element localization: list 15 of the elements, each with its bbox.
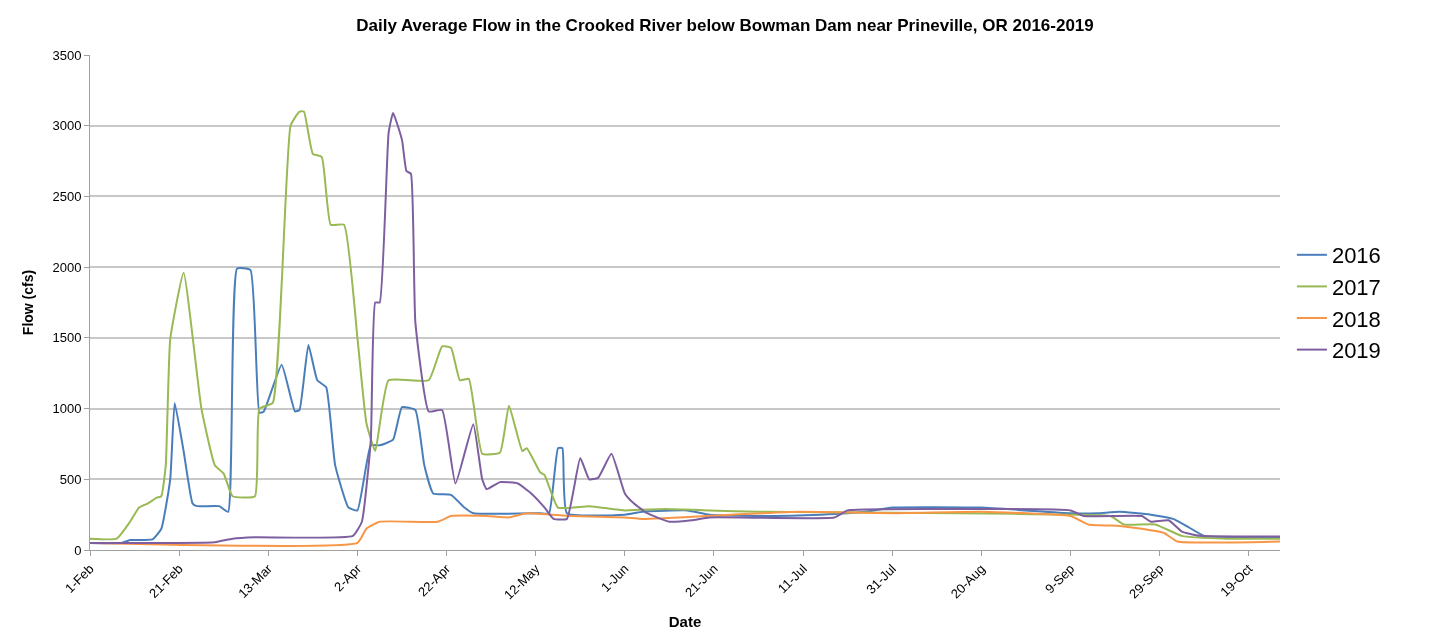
legend-label: 2016 <box>1331 243 1381 269</box>
legend-label: 2018 <box>1331 306 1381 332</box>
chart-title: Daily Average Flow in the Crooked River below Bowman Dam near Prineville, OR 2016-2019 <box>356 16 1094 36</box>
x-axis-title: Date <box>668 613 702 631</box>
y-tick-label: 3000 <box>52 118 82 134</box>
y-tick-label: 1500 <box>52 330 82 346</box>
y-axis-title: Flow (cfs) <box>20 269 37 336</box>
y-tick-label: 0 <box>74 542 82 558</box>
legend-label: 2017 <box>1331 274 1381 300</box>
y-tick-label: 1000 <box>52 401 82 417</box>
y-tick-label: 3500 <box>52 47 82 63</box>
y-tick-label: 2500 <box>52 188 82 204</box>
legend-label: 2019 <box>1331 338 1381 364</box>
y-tick-label: 500 <box>59 471 82 487</box>
y-tick-label: 2000 <box>52 259 82 275</box>
